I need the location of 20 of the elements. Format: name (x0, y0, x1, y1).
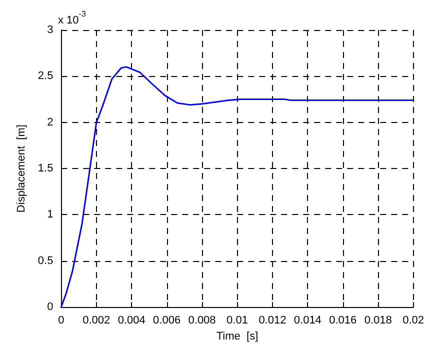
y-axis-title: Displacement [m] (16, 124, 28, 213)
x-tick-label: 0.016 (329, 314, 357, 327)
x-tick-label: 0.008 (188, 314, 216, 327)
y-tick-label: 1.5 (38, 162, 54, 175)
x-tick-label: 0.014 (294, 314, 322, 327)
x-tick-label: 0 (58, 314, 64, 327)
y-tick-label: 0.5 (38, 254, 54, 267)
x-tick-label: 0.02 (402, 314, 424, 327)
y-tick-label: 3 (47, 24, 54, 36)
x-tick-label: 0.004 (118, 314, 146, 327)
x-tick-label: 0.012 (258, 314, 286, 327)
x-tick-label: 0.002 (82, 314, 110, 327)
x-tick-label: 0.01 (226, 314, 248, 327)
y-tick-label: 2 (47, 116, 54, 128)
y-tick-label: 2.5 (38, 70, 54, 82)
x-axis-title: Time [s] (216, 330, 258, 342)
x-tick-label: 0.006 (153, 314, 181, 327)
y-tick-label: 1 (47, 208, 54, 221)
y-tick-label: 0 (47, 301, 54, 314)
x-tick-label: 0.018 (364, 314, 392, 327)
